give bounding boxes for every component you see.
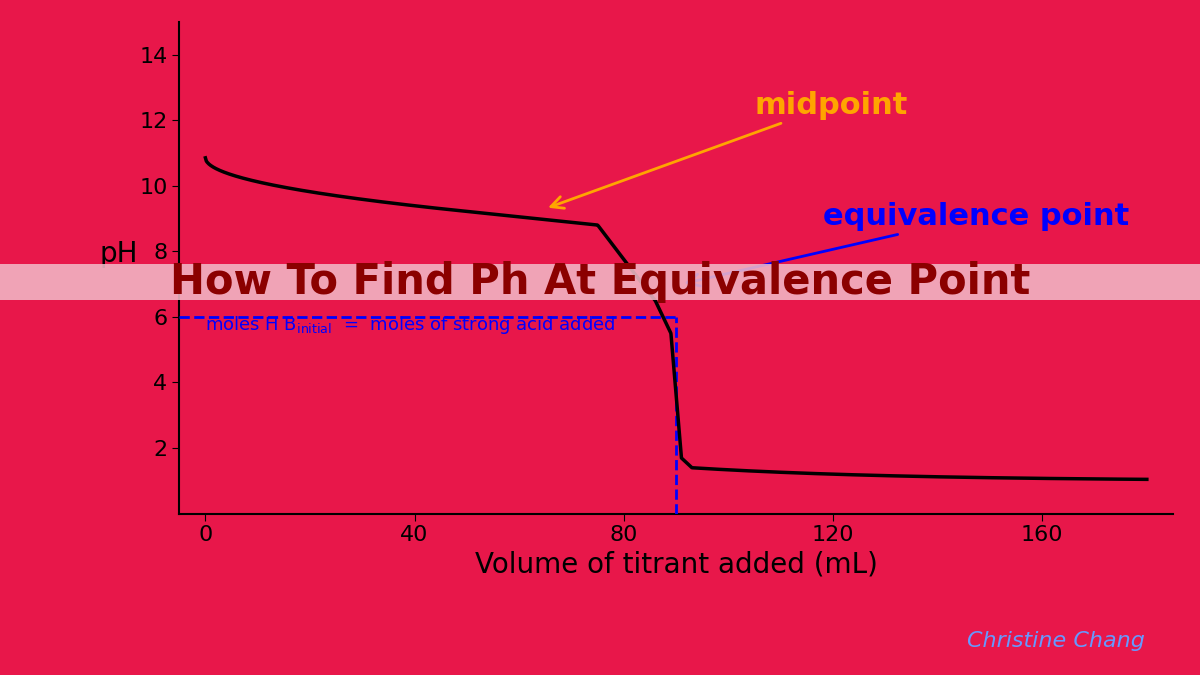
Text: midpoint: midpoint [551,90,908,209]
Y-axis label: pH: pH [100,240,138,268]
Text: moles H B$_{\mathrm{initial}}$  =  moles of strong acid added: moles H B$_{\mathrm{initial}}$ = moles o… [205,314,616,336]
Text: How To Find Ph At Equivalence Point: How To Find Ph At Equivalence Point [170,261,1030,304]
Text: equivalence point: equivalence point [688,202,1129,286]
X-axis label: Volume of titrant added (mL): Volume of titrant added (mL) [475,551,877,579]
Text: Christine Chang: Christine Chang [967,631,1145,651]
